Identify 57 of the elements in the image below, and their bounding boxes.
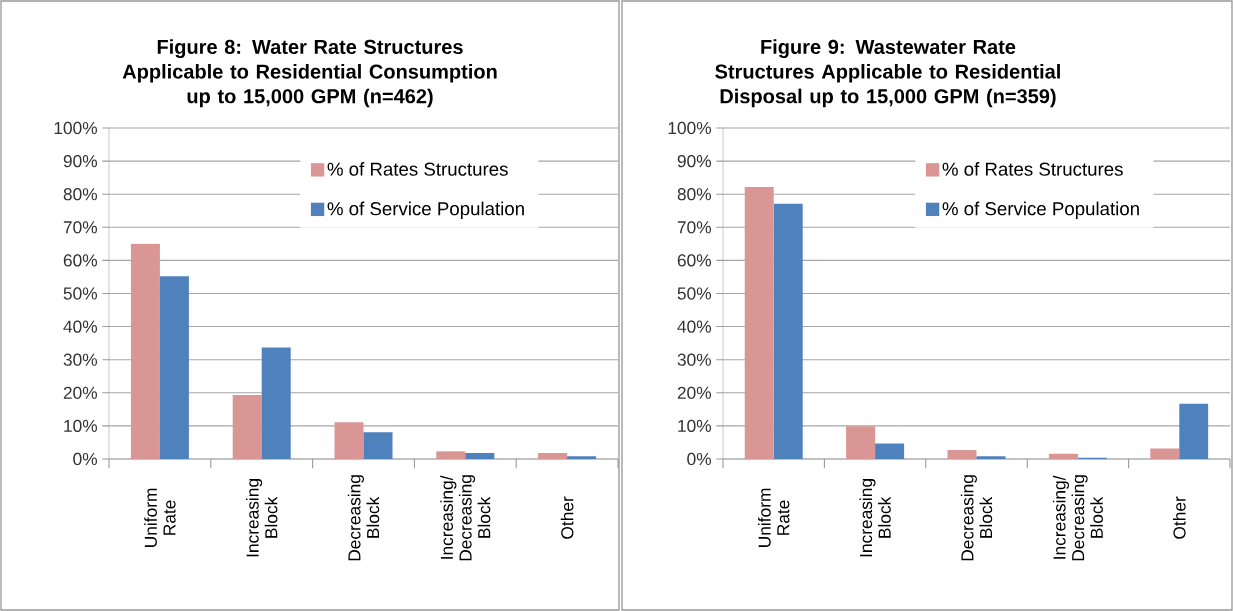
chart-title: Figure 9: Wastewater Rate Structures Applicable to Residential Disposal up to 15,000 GPM (n=359) xyxy=(715,39,1060,108)
y-tick-label: 20% xyxy=(63,386,98,399)
chart-title: Figure 8: Water Rate Structures Applicable to Residential Consumption up to 15,000 GPM (n=462) xyxy=(122,39,497,108)
x-tick-label: Other xyxy=(1172,496,1186,539)
bar xyxy=(261,347,291,459)
x-tick-label: Uniform Rate xyxy=(758,488,790,547)
bar xyxy=(130,243,160,459)
y-tick-label: 40% xyxy=(63,320,98,333)
bar xyxy=(1150,448,1180,459)
bar xyxy=(538,453,568,459)
y-tick-label: 40% xyxy=(677,320,712,333)
x-tick-label: Increasing/Decreasing Block xyxy=(440,475,491,561)
y-tick-label: 70% xyxy=(63,221,98,234)
y-tick-label: 20% xyxy=(677,386,712,399)
y-tick-label: 30% xyxy=(677,353,712,366)
bar xyxy=(976,456,1006,459)
y-tick-label: 10% xyxy=(64,419,98,433)
y-tick-label: 10% xyxy=(678,419,712,433)
bar xyxy=(875,443,905,459)
bar xyxy=(159,276,189,459)
bar xyxy=(773,203,803,459)
bar xyxy=(1179,403,1209,459)
x-tick-label: Decreasing Block xyxy=(347,475,380,561)
legend-label: % of Service Population xyxy=(942,201,1139,219)
legend-label: % of Service Population xyxy=(327,201,524,219)
y-tick-label: 30% xyxy=(63,353,98,366)
x-tick-label: Increasing Block xyxy=(859,479,891,557)
y-tick-label: 90% xyxy=(63,154,98,168)
y-tick-label: 0% xyxy=(687,452,712,466)
y-tick-label: 50% xyxy=(677,287,712,300)
bar xyxy=(846,426,876,459)
bar xyxy=(363,432,393,459)
bar xyxy=(1048,453,1078,459)
y-tick-label: 90% xyxy=(677,154,712,168)
x-tick-label: Uniform Rate xyxy=(144,488,176,547)
y-tick-label: 80% xyxy=(63,188,98,201)
legend-label: % of Rates Structures xyxy=(327,162,508,176)
bar xyxy=(567,456,597,459)
bar xyxy=(744,186,774,459)
bar xyxy=(436,451,466,459)
x-tick-label: Increasing Block xyxy=(246,479,278,557)
y-tick-label: 0% xyxy=(73,452,98,466)
y-tick-label: 100% xyxy=(668,121,712,135)
bar xyxy=(465,453,495,459)
y-tick-label: 100% xyxy=(54,121,98,135)
y-tick-label: 50% xyxy=(63,287,98,300)
x-tick-label: Decreasing Block xyxy=(960,475,993,561)
x-tick-label: Other xyxy=(560,496,574,539)
x-tick-label: Increasing/Decreasing Block xyxy=(1052,475,1103,561)
bar xyxy=(947,450,977,459)
bar xyxy=(334,422,364,459)
y-tick-label: 60% xyxy=(677,254,712,267)
y-tick-label: 70% xyxy=(677,221,712,234)
y-tick-label: 60% xyxy=(63,254,98,267)
y-tick-label: 80% xyxy=(677,188,712,201)
legend-label: % of Rates Structures xyxy=(942,162,1123,176)
bar xyxy=(232,395,262,459)
